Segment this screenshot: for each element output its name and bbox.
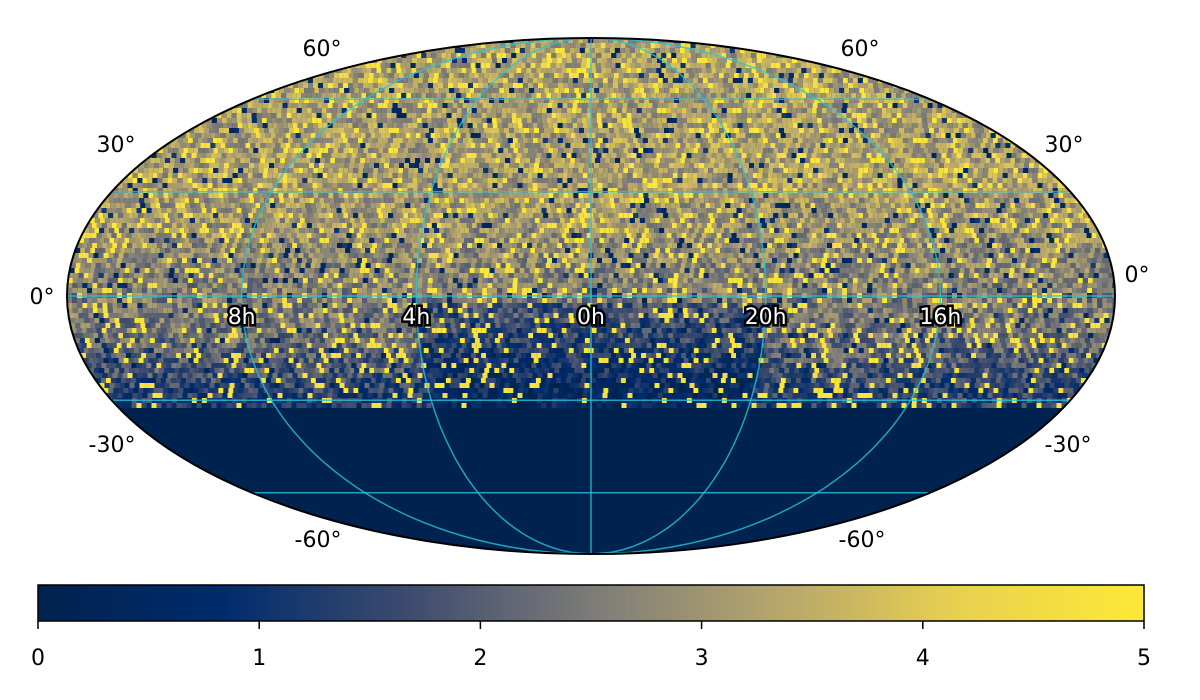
lat-label-left-30: 30° <box>97 133 136 158</box>
ra-labels: 8h 4h 0h 20h 16h <box>225 303 964 333</box>
lat-label-right-minus60: -60° <box>839 528 886 553</box>
ra-label-4h: 4h <box>402 305 430 330</box>
lat-label-left-0: 0° <box>30 285 55 310</box>
lat-label-right-minus30: -30° <box>1045 433 1092 458</box>
lat-label-left-minus60: -60° <box>295 528 342 553</box>
lat-label-right-30: 30° <box>1045 133 1084 158</box>
coverage-map <box>67 38 1115 554</box>
colorbar-bar <box>37 584 1145 622</box>
colorbar-tick-label: 0 <box>31 646 45 671</box>
lat-label-left-60: 60° <box>303 37 342 62</box>
colorbar-tick-label: 3 <box>695 646 709 671</box>
lat-label-right-0: 0° <box>1125 263 1150 288</box>
graticule-meridian <box>415 38 592 554</box>
ra-label-16h: 16h <box>919 305 961 330</box>
colorbar-tick-label: 5 <box>1137 646 1151 671</box>
graticule-meridian <box>240 38 592 554</box>
ra-label-20h: 20h <box>745 305 787 330</box>
lat-label-left-minus30: -30° <box>89 433 136 458</box>
colorbar-tick-label: 1 <box>252 646 266 671</box>
lat-label-right-60: 60° <box>841 37 880 62</box>
colorbar-ticks <box>37 621 1145 629</box>
colorbar-tick-label: 2 <box>473 646 487 671</box>
colorbar: 0 1 2 3 4 5 <box>31 584 1151 671</box>
map-outline <box>66 37 1116 555</box>
graticule-meridian <box>590 38 942 554</box>
ra-label-8h: 8h <box>228 305 256 330</box>
graticule-meridian <box>590 38 767 554</box>
graticule-grid <box>67 38 1115 554</box>
ra-label-0h: 0h <box>577 305 605 330</box>
colorbar-tick-label: 4 <box>916 646 930 671</box>
